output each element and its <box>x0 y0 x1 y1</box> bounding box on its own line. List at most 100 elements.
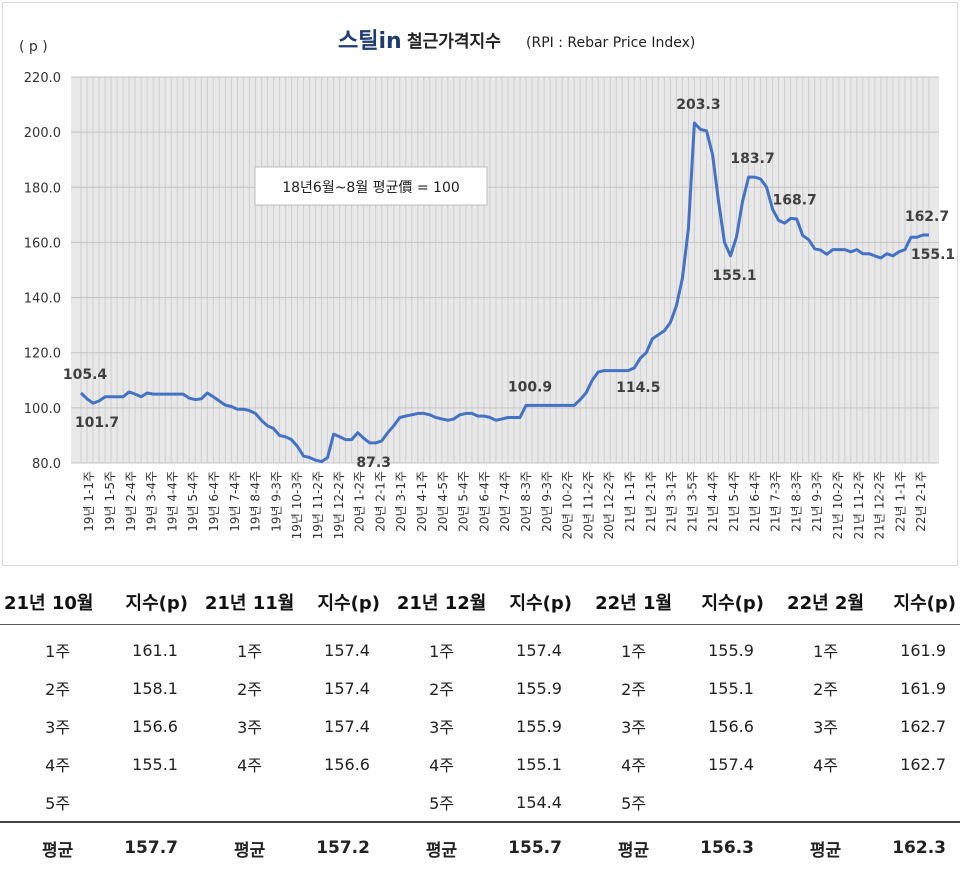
week-cell: 3주 <box>621 718 646 737</box>
table-header-cell: 21년 10월 <box>0 580 116 625</box>
index-cell: 161.9 <box>900 640 946 660</box>
y-tick-labels: 220.0 200.0 180.0 160.0 140.0 120.0 100.0 80.0 <box>24 71 61 472</box>
week-cell: 4주 <box>429 756 455 775</box>
index-cell: 157.4 <box>324 716 370 736</box>
week-cell: 5주 <box>429 794 455 813</box>
x-tick-label: 21년 6-4주 <box>748 471 762 532</box>
x-tick-label: 19년 4-4주 <box>165 471 179 532</box>
data-label: 105.4 <box>63 367 108 383</box>
x-tick-label: 20년 3-1주 <box>394 471 408 532</box>
index-cell: 162.7 <box>900 716 946 736</box>
x-tick-label: 21년 3-1주 <box>665 471 679 532</box>
x-tick-label: 19년 5-4주 <box>186 471 200 532</box>
average-value: 162.3 <box>883 821 960 873</box>
x-tick-label: 22년 2-1주 <box>914 471 928 532</box>
table-row: 2주 158.1 2주 157.4 2주 155.9 2주 155.1 2주 1… <box>0 669 960 707</box>
week-cell: 4주 <box>813 756 838 775</box>
x-tick-label: 19년 3-4주 <box>145 471 159 532</box>
x-tick-label: 19년 12-2주 <box>332 471 346 539</box>
week-cell: 2주 <box>237 680 263 699</box>
data-label: 155.1 <box>911 247 955 263</box>
week-cell: 4주 <box>621 756 646 775</box>
x-tick-labels: 19년 1-1주 19년 1-5주 19년 2-4주 19년 3-4주 19년 4-4주… <box>82 471 928 539</box>
table-header-cell: 21년 12월 <box>383 580 500 625</box>
chart-subtitle: (RPI : Rebar Price Index) <box>526 35 695 51</box>
table-header-cell: 21년 11월 <box>191 580 308 625</box>
chart-frame: 스틸in 철근가격지수 (RPI : Rebar Price Index) ( … <box>2 2 958 566</box>
table-header-cell: 지수(p) <box>691 580 768 625</box>
index-cell: 155.9 <box>708 640 754 660</box>
index-cell: 158.1 <box>132 678 178 698</box>
x-tick-label: 19년 7-4주 <box>228 471 242 532</box>
table-header-cell: 지수(p) <box>115 580 192 625</box>
x-tick-label: 20년 11-2주 <box>581 471 595 539</box>
x-tick-label: 21년 9-3주 <box>810 471 824 532</box>
index-cell: 162.7 <box>900 754 946 774</box>
x-tick-label: 21년 12-2주 <box>873 471 887 539</box>
week-cell: 5주 <box>45 794 71 813</box>
index-cell: 157.4 <box>708 754 754 774</box>
week-cell: 2주 <box>621 680 646 699</box>
week-cell: 4주 <box>45 756 71 775</box>
y-tick-label: 200.0 <box>24 126 61 141</box>
average-label: 평균 <box>191 821 308 873</box>
data-label: 100.9 <box>508 379 552 395</box>
average-value: 156.3 <box>691 821 768 873</box>
average-label: 평균 <box>767 821 884 873</box>
y-axis-label: ( p ) <box>19 39 48 55</box>
data-label: 162.7 <box>905 209 949 225</box>
x-tick-label: 22년 1-1주 <box>893 471 907 532</box>
week-cell: 1주 <box>237 642 263 661</box>
index-cell: 155.1 <box>516 754 562 774</box>
horizontal-grid <box>71 76 939 464</box>
data-label: 101.7 <box>75 415 119 431</box>
average-value: 157.2 <box>307 821 384 873</box>
x-tick-label: 20년 8-3주 <box>519 471 533 532</box>
week-cell: 2주 <box>429 680 455 699</box>
index-cell: 156.6 <box>132 716 178 736</box>
week-cell: 1주 <box>621 642 646 661</box>
table-row: 3주 156.6 3주 157.4 3주 155.9 3주 156.6 3주 1… <box>0 707 960 745</box>
brand-logo: 스틸in <box>338 29 402 54</box>
x-tick-label: 19년 9-3주 <box>269 471 283 532</box>
x-tick-label: 20년 5-4주 <box>457 471 471 532</box>
index-cell: 155.1 <box>708 678 754 698</box>
week-cell: 3주 <box>45 718 71 737</box>
data-label: 183.7 <box>730 151 774 167</box>
table-header-cell: 지수(p) <box>499 580 576 625</box>
index-cell: 156.6 <box>708 716 754 736</box>
x-tick-label: 20년 4-5주 <box>436 471 450 532</box>
x-tick-label: 20년 12-2주 <box>602 471 616 539</box>
x-tick-label: 21년 7-3주 <box>769 471 783 532</box>
baseline-note: 18년6월~8월 평균價 = 100 <box>282 179 460 196</box>
week-cell: 5주 <box>621 794 646 813</box>
index-cell <box>883 783 960 822</box>
average-label: 평균 <box>0 821 116 873</box>
table-header-row: 21년 10월 지수(p) 21년 11월 지수(p) 21년 12월 지수(p… <box>0 580 960 625</box>
x-tick-label: 21년 3-5주 <box>685 471 699 532</box>
table-header-cell: 22년 2월 <box>767 580 884 625</box>
index-cell: 155.9 <box>516 678 562 698</box>
data-labels: 105.4 101.7 87.3 100.9 114.5 203.3 155.1 183.7 1… <box>63 97 955 471</box>
line-chart: 스틸in 철근가격지수 (RPI : Rebar Price Index) ( … <box>19 29 955 539</box>
table-row: 4주 155.1 4주 156.6 4주 155.1 4주 157.4 4주 1… <box>0 745 960 783</box>
x-tick-label: 20년 1-2주 <box>353 471 367 532</box>
table-average-row: 평균 157.7 평균 157.2 평균 155.7 평균 156.3 평균 1… <box>0 821 960 873</box>
index-cell: 155.9 <box>516 716 562 736</box>
y-tick-label: 160.0 <box>24 236 61 251</box>
x-tick-label: 20년 6-4주 <box>477 471 491 532</box>
x-tick-label: 21년 10-2주 <box>831 471 845 539</box>
y-tick-label: 120.0 <box>24 347 61 362</box>
week-cell: 2주 <box>813 680 838 699</box>
week-cell: 3주 <box>813 718 838 737</box>
x-tick-label: 19년 11-2주 <box>311 471 325 539</box>
rpi-series-line <box>79 121 929 464</box>
week-cell: 2주 <box>45 680 71 699</box>
x-tick-label: 21년 1-1주 <box>623 471 637 532</box>
table-header-cell: 지수(p) <box>307 580 384 625</box>
x-tick-label: 19년 2-4주 <box>124 471 138 532</box>
table-header-cell: 22년 1월 <box>575 580 692 625</box>
x-tick-label: 20년 2-1주 <box>373 471 387 532</box>
index-cell <box>691 783 768 822</box>
x-tick-label: 21년 2-1주 <box>644 471 658 532</box>
